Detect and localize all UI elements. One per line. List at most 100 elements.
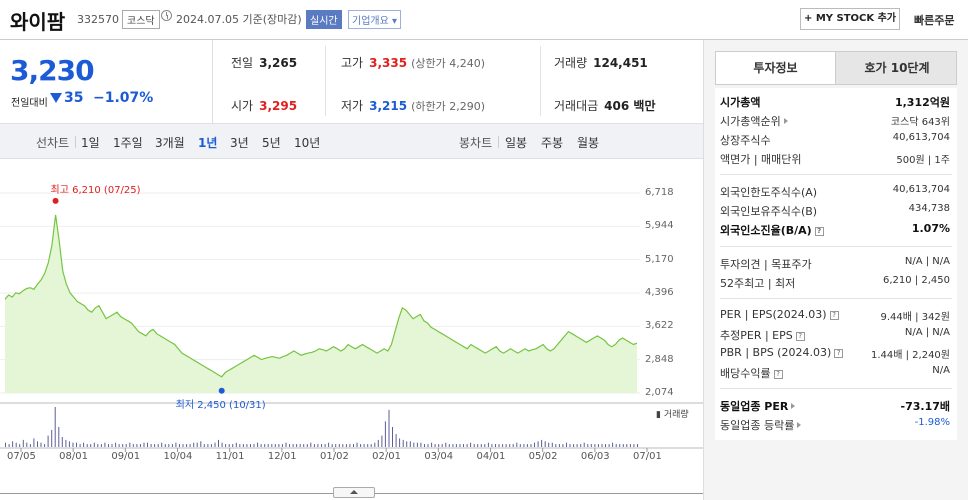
info-value: N/A | N/A xyxy=(904,256,950,267)
volume-bar xyxy=(218,439,219,447)
info-label: 동일업종 PER xyxy=(720,398,796,414)
candle-daily[interactable]: 일봉 xyxy=(505,136,528,150)
volume-bar xyxy=(360,444,362,447)
volume-bar xyxy=(335,444,337,447)
info-row: 시가총액 1,312억원 xyxy=(720,94,952,110)
volume-bar xyxy=(150,444,152,447)
volume-bar xyxy=(175,442,177,447)
volume-bar xyxy=(367,444,369,447)
stat-high: 고가 3,335 (상한가 4,240) xyxy=(341,54,485,71)
volume-bar xyxy=(86,444,88,447)
x-tick-label: 11/01 xyxy=(215,451,245,462)
volume-bar xyxy=(186,444,188,447)
volume-bar xyxy=(452,444,454,447)
invest-info-box: 시가총액 1,312억원 시가총액순위 코스닥 643위 상장주식수 40,613,704… xyxy=(715,88,957,440)
volume-bar xyxy=(267,444,269,447)
volume-bar xyxy=(555,444,557,447)
volume-bar xyxy=(523,444,525,447)
info-row: 52주최고 | 최저 6,210 | 2,450 xyxy=(720,275,952,291)
stat-sub: (하한가 2,290) xyxy=(411,100,485,113)
tab-invest-info[interactable]: 투자정보 xyxy=(716,52,836,84)
volume-bar xyxy=(420,442,422,447)
help-icon[interactable]: ? xyxy=(814,227,824,236)
right-panel: 투자정보 호가 10단계 시가총액 1,312억원 시가총액순위 코스닥 643위 상장… xyxy=(703,40,968,500)
caret-right-icon[interactable] xyxy=(791,403,796,409)
down-triangle-icon xyxy=(50,93,62,103)
stat-value: 3,335 xyxy=(369,56,408,70)
volume-bar xyxy=(331,444,333,447)
volume-bar xyxy=(431,442,433,447)
collapse-chart-handle[interactable] xyxy=(333,487,375,498)
help-icon[interactable]: ? xyxy=(829,311,839,320)
volume-bar xyxy=(221,442,223,447)
volume-bar xyxy=(576,444,578,447)
period-3m[interactable]: 3개월 xyxy=(155,136,185,150)
candle-chart-label: 봉차트 xyxy=(459,136,493,150)
info-value: 1.44배 | 2,240원 xyxy=(870,350,950,361)
volume-bar xyxy=(395,434,397,447)
volume-bar xyxy=(612,442,614,447)
info-tabs: 투자정보 호가 10단계 xyxy=(715,51,957,85)
info-label: 액면가 | 매매단위 xyxy=(720,153,802,166)
period-1w[interactable]: 1주일 xyxy=(113,136,143,150)
price-chart[interactable]: 6,718 5,944 5,170 4,396 3,622 2,848 2,074 07/0… xyxy=(0,160,703,498)
help-icon[interactable]: ? xyxy=(834,349,844,358)
period-1d[interactable]: 1일 xyxy=(81,136,100,150)
tab-order-book[interactable]: 호가 10단계 xyxy=(864,61,930,75)
volume-bar xyxy=(47,435,49,447)
volume-bar xyxy=(633,444,635,447)
stat-label: 시가 xyxy=(231,99,254,113)
volume-bar xyxy=(345,444,347,447)
info-label: 외국인보유주식수(B) xyxy=(720,205,818,218)
period-3y[interactable]: 3년 xyxy=(230,136,249,150)
volume-bar xyxy=(441,444,443,447)
caret-right-icon[interactable] xyxy=(783,118,788,124)
x-tick-label: 03/04 xyxy=(424,451,454,462)
volume-bar xyxy=(377,439,379,447)
stock-header: 와이팜 332570 코스닥 2024.07.05 기준(장마감) 실시간 기업… xyxy=(0,0,968,40)
my-stock-add-button[interactable]: + MY STOCK 추가 xyxy=(800,8,900,30)
divider xyxy=(720,246,952,247)
divider xyxy=(75,136,76,148)
volume-bar xyxy=(281,444,283,447)
volume-bar xyxy=(622,444,624,447)
price-box: 3,230 전일대비 35 −1.07% xyxy=(0,40,213,123)
help-icon[interactable]: ? xyxy=(773,370,783,379)
help-icon[interactable]: ? xyxy=(795,332,805,341)
divider xyxy=(720,298,952,299)
volume-bar xyxy=(424,444,425,447)
volume-bar xyxy=(296,444,298,447)
info-row: 투자의견 | 목표주가 N/A | N/A xyxy=(720,256,952,272)
candle-monthly[interactable]: 월봉 xyxy=(577,136,600,150)
candle-weekly[interactable]: 주봉 xyxy=(541,136,564,150)
volume-bar xyxy=(516,442,518,447)
period-5y[interactable]: 5년 xyxy=(262,136,281,150)
volume-bar xyxy=(118,444,120,447)
volume-bar xyxy=(250,444,251,447)
volume-bar xyxy=(139,444,141,447)
volume-bar xyxy=(306,444,308,447)
price-chart-svg xyxy=(0,192,703,452)
info-value: 6,210 | 2,450 xyxy=(883,275,950,286)
volume-bar xyxy=(487,442,489,447)
period-1y[interactable]: 1년 xyxy=(198,136,218,150)
stat-low: 저가 3,215 (하한가 2,290) xyxy=(341,97,485,114)
info-row: PBR | BPS (2024.03)? 1.44배 | 2,240원 xyxy=(720,346,952,362)
volume-bar xyxy=(200,441,202,447)
period-10y[interactable]: 10년 xyxy=(294,136,321,150)
quick-order-button[interactable]: 빠른주문 xyxy=(914,14,955,27)
stat-sub: (상한가 4,240) xyxy=(411,57,485,70)
volume-bar xyxy=(597,444,599,447)
current-price: 3,230 xyxy=(10,54,95,87)
volume-bar xyxy=(484,444,486,447)
volume-bar xyxy=(19,444,21,447)
company-info-dropdown[interactable]: 기업개요 ▾ xyxy=(348,10,401,29)
volume-bar xyxy=(289,444,290,447)
info-value: N/A | N/A xyxy=(904,327,950,338)
caret-right-icon[interactable] xyxy=(797,422,802,428)
volume-bar xyxy=(573,444,575,447)
volume-bar xyxy=(132,444,134,447)
realtime-badge[interactable]: 실시간 xyxy=(306,10,342,29)
volume-bar xyxy=(392,427,393,447)
stock-name: 와이팜 xyxy=(10,10,66,34)
